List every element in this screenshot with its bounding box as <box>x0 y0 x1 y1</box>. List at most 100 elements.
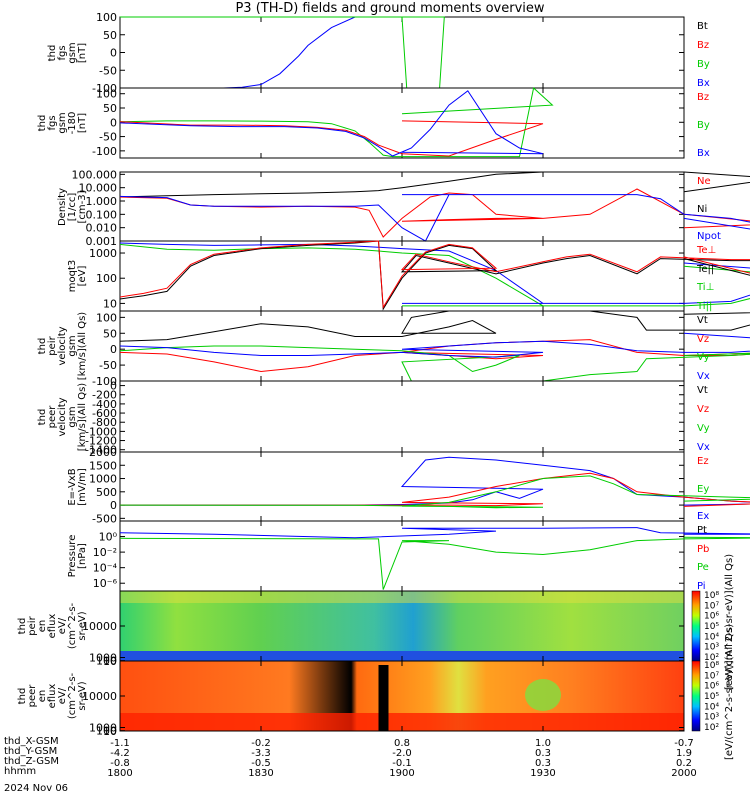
date-label: 2024 Nov 06 <box>4 783 69 794</box>
ylabel-line: [nT] <box>77 112 88 134</box>
legend-Bx: Bx <box>697 148 710 159</box>
panel-velocity_i: 100 50 0 -50 -100 <box>92 310 750 388</box>
legend-Bz: Bz <box>697 40 710 51</box>
ylabel-line: [eV] <box>77 265 88 287</box>
ylabel-velocity_i: thd peir velocity gsm [km/s](All Qs) <box>23 306 103 386</box>
legend-Npot: Npot <box>697 231 721 242</box>
ylabel-line: [nPa] <box>77 543 88 569</box>
series-Ez <box>120 472 750 507</box>
ytick-label: 10⁻⁴ <box>93 562 118 575</box>
footer-value: -0.2 <box>251 738 271 749</box>
series-Te|| <box>119 240 750 311</box>
ylabel-line: [cm-3] <box>77 190 88 224</box>
series-Bx <box>120 16 402 89</box>
ytick-label: 0.010 <box>86 222 118 235</box>
series-Pe <box>119 536 750 590</box>
ytick-label: 0.001 <box>86 235 118 248</box>
colorbar-tick-label: 10⁵ <box>704 622 719 632</box>
ytick-label: 0 <box>110 343 117 356</box>
ylabel-velocity_e: thd peer velocity gsm [km/s](All Qs) <box>23 377 103 457</box>
ytick-label: 50 <box>103 102 117 115</box>
ylabel-ion_flux: thd peir en eflux eV/(cm^2-s-sr-eV) <box>13 586 93 666</box>
ytick-label: 10000 <box>82 690 117 703</box>
series-Te⊥ <box>119 240 750 309</box>
ylabel-efield: E=-VxB [mV/m] <box>38 447 118 527</box>
ytick-label: 1000 <box>89 652 117 665</box>
colorbar-tick-label: 10⁶ <box>704 612 719 622</box>
colorbar-tick-label: 10⁵ <box>704 692 719 702</box>
panel-pressure: 10⁰ 10⁻² 10⁻⁴ 10⁻⁶ <box>93 520 750 592</box>
colorbar-tick-label: 10² <box>704 653 719 663</box>
ylabel-line: [nT] <box>77 42 88 63</box>
series-Vy <box>119 345 750 382</box>
panel-fgs_full: 100 50 0 -50 -100 <box>92 11 685 95</box>
colorbar-strip <box>691 590 701 662</box>
footer-value: 0.2 <box>676 758 692 769</box>
series-By <box>120 16 445 89</box>
colorbar-label: [eV/(cm^2-s-sr-eV)](All Qs) <box>724 623 735 760</box>
legend-Ti⊥: Ti⊥ <box>697 282 715 294</box>
legend-Ne: Ne <box>697 176 711 187</box>
ytick-label: 2000 <box>89 446 117 459</box>
footer-value: -0.5 <box>251 758 271 769</box>
ytick-label: -500 <box>92 512 117 525</box>
ytick-label: 0 <box>110 380 117 393</box>
legend-Bt: Bt <box>697 21 708 32</box>
ylabel-line: sr-eV) <box>77 681 88 711</box>
ytick-label: 10 <box>103 725 117 738</box>
panel-frame <box>119 520 685 592</box>
legend-Vx: Vx <box>697 442 710 453</box>
ytick-label: -600 <box>92 407 117 420</box>
ytick-label: 0 <box>110 47 117 60</box>
footer-row-label: thd_X-GSM <box>4 736 59 747</box>
ytick-label: 10000 <box>82 620 117 633</box>
ytick-label: 100 <box>96 272 117 285</box>
legend-Vt: Vt <box>697 385 708 396</box>
legend-Vy: Vy <box>697 423 710 434</box>
legend-Vz: Vz <box>697 404 710 415</box>
ytick-label: -50 <box>99 131 117 144</box>
ylabel-electron_flux: thd peer en eflux eV/(cm^2-s-sr-eV) <box>13 656 93 736</box>
footer-value: 0.8 <box>394 738 410 749</box>
series-Ti|| <box>119 243 750 307</box>
ytick-label: -1400 <box>85 444 117 457</box>
footer-value: 0.3 <box>535 748 551 759</box>
footer-value: 1.9 <box>676 748 692 759</box>
ytick-label: -50 <box>99 64 117 77</box>
series-Pi <box>119 527 750 539</box>
colorbar-tick-label: 10² <box>704 723 719 733</box>
heatmap-data-gap <box>378 665 389 731</box>
ytick-label: 1000 <box>89 247 117 260</box>
series-Vx <box>119 332 750 358</box>
ytick-label: 1.000 <box>86 195 118 208</box>
ytick-label: -1000 <box>85 425 117 438</box>
footer-value: -0.8 <box>110 758 130 769</box>
footer-value: 1830 <box>248 768 273 779</box>
footer-value: -3.3 <box>251 748 271 759</box>
legend-Pe: Pe <box>697 562 709 574</box>
colorbar-strip <box>691 660 701 732</box>
panel-temp: 1000 100 10 <box>89 240 750 312</box>
ytick-label: -200 <box>92 389 117 402</box>
legend-Bx: Bx <box>697 78 710 89</box>
legend-Te⊥: Te⊥ <box>697 245 717 256</box>
ytick-label: 10⁻² <box>93 546 117 559</box>
legend-Pb: Pb <box>697 543 710 555</box>
ytick-label: -100 <box>92 145 117 158</box>
ytick-label: 100 <box>96 655 117 668</box>
ytick-label: 1500 <box>89 459 117 472</box>
ylabel-temp: moqt3 [eV] <box>38 236 118 316</box>
series-Npot <box>119 194 750 242</box>
series-Ne <box>119 188 750 238</box>
legend-Vx: Vx <box>697 371 710 382</box>
panel-frame <box>119 171 685 242</box>
footer-value: -0.7 <box>674 738 694 749</box>
ytick-label: 100.000 <box>72 168 118 181</box>
legend-By: By <box>697 59 710 70</box>
ytick-label: 100 <box>96 88 117 101</box>
colorbar-tick-label: 10⁶ <box>704 682 719 692</box>
